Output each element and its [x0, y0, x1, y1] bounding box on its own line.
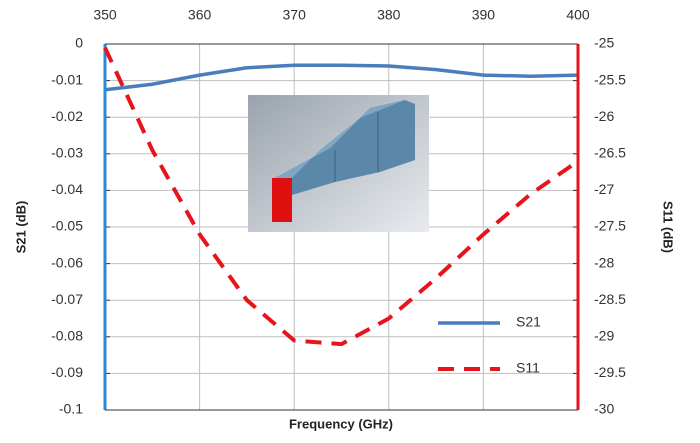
y-tick-label: -0.02 — [51, 108, 83, 124]
inset-diagram — [248, 95, 429, 232]
y-tick-label: -0.04 — [51, 181, 83, 197]
y2-tick-label: -28.5 — [594, 291, 626, 307]
x-tick-label: 370 — [283, 7, 307, 23]
y-tick-label: -0.1 — [59, 401, 83, 417]
y-tick-label: -0.01 — [51, 71, 83, 87]
y2-tick-label: -29 — [594, 328, 614, 344]
series-line — [105, 65, 578, 90]
x-tick-label: 350 — [93, 7, 117, 23]
y2-tick-label: -25.5 — [594, 71, 626, 87]
y-tick-label: -0.06 — [51, 254, 83, 270]
y2-tick-label: -27 — [594, 181, 614, 197]
y2-axis-title: S11 (dB) — [661, 201, 676, 253]
y2-tick-label: -29.5 — [594, 364, 626, 380]
y-tick-label: -0.07 — [51, 291, 83, 307]
y2-tick-label: -26.5 — [594, 145, 626, 161]
chart: Frequency (GHz) S21 (dB) S11 (dB) 350 360… — [0, 0, 700, 443]
y2-tick-label: -26 — [594, 108, 614, 124]
legend-label: S11 — [516, 360, 540, 376]
y-tick-label: 0 — [75, 35, 83, 51]
y-tick-label: -0.03 — [51, 145, 83, 161]
x-tick-label: 380 — [377, 7, 401, 23]
y2-tick-label: -25 — [594, 35, 614, 51]
y2-tick-label: -27.5 — [594, 218, 626, 234]
y-tick-label: -0.09 — [51, 364, 83, 380]
x-axis-title: Frequency (GHz) — [289, 416, 393, 431]
y-tick-label: -0.08 — [51, 328, 83, 344]
x-tick-label: 360 — [188, 7, 212, 23]
y2-tick-label: -30 — [594, 401, 614, 417]
x-tick-label: 400 — [566, 7, 590, 23]
y2-tick-label: -28 — [594, 254, 614, 270]
legend-label: S21 — [516, 314, 541, 330]
y-tick-label: -0.05 — [51, 218, 83, 234]
y-axis-title: S21 (dB) — [13, 201, 28, 254]
x-tick-label: 390 — [472, 7, 496, 23]
